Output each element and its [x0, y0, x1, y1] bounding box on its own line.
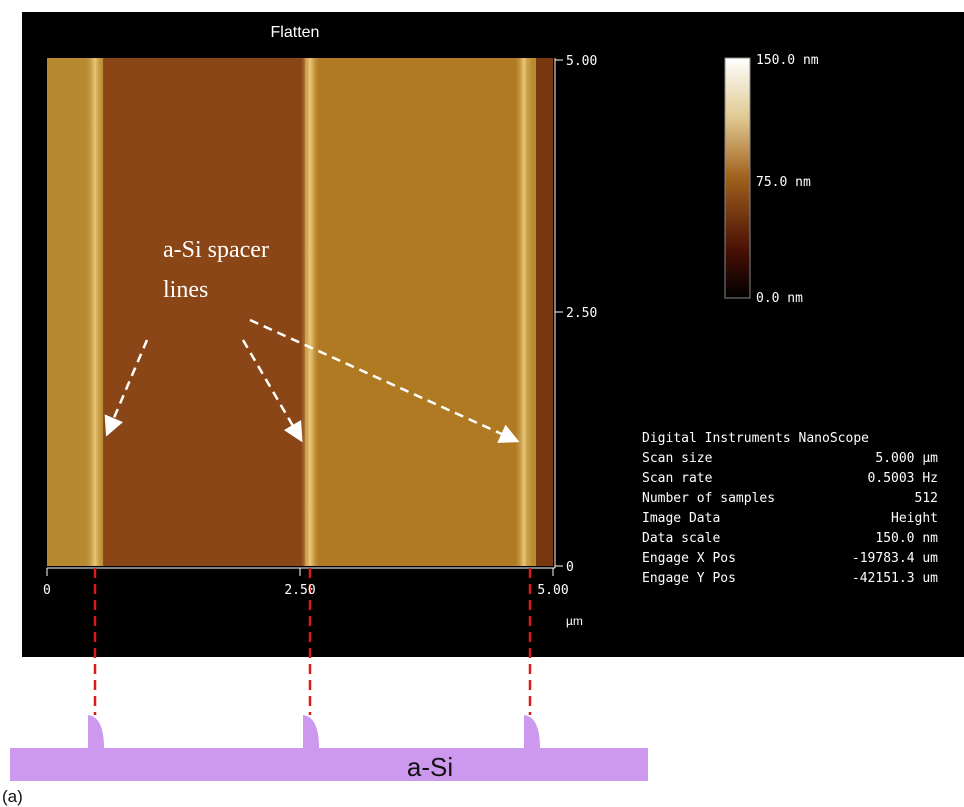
info-key: Number of samples	[642, 491, 775, 506]
info-value: 150.0 nm	[875, 531, 938, 546]
info-key: Data scale	[642, 531, 720, 546]
y-tick-label: 2.50	[566, 306, 597, 321]
info-value: Height	[891, 511, 938, 526]
info-key: Image Data	[642, 511, 720, 526]
annotation: lines	[163, 277, 208, 303]
colorbar-label: 0.0 nm	[756, 291, 803, 306]
x-tick-label: 2.50	[284, 583, 315, 598]
annotation: a-Si spacer	[163, 237, 269, 263]
page: {"figure":{"title":"Flatten", "x_axis":{…	[0, 0, 964, 807]
material-label: a-Si	[407, 752, 453, 782]
info-value: 0.5003 Hz	[868, 471, 938, 486]
colorbar-label: 75.0 nm	[756, 175, 811, 190]
info-key: Engage Y Pos	[642, 571, 736, 586]
figure: Flatten a-Si (a) 0 2.50 5.00 µm 5.00 2.50 0 150…	[0, 0, 964, 807]
info-key: Scan size	[642, 451, 713, 466]
info-value: 5.000 µm	[875, 451, 938, 466]
info-header: Digital Instruments NanoScope	[642, 431, 869, 446]
info-key: Scan rate	[642, 471, 713, 486]
x-tick-label: 5.00	[537, 583, 568, 598]
info-value: -19783.4 um	[852, 551, 938, 566]
x-unit: µm	[566, 614, 583, 628]
x-tick-label: 0	[43, 583, 51, 598]
image-title: Flatten	[271, 24, 320, 41]
y-tick-label: 5.00	[566, 54, 597, 69]
info-value: -42151.3 um	[852, 571, 938, 586]
info-key: Engage X Pos	[642, 551, 736, 566]
y-tick-label: 0	[566, 560, 574, 575]
colorbar-label: 150.0 nm	[756, 53, 819, 68]
substrate	[10, 715, 648, 781]
info-value: 512	[915, 491, 938, 506]
panel-label: (a)	[2, 787, 23, 806]
afm-image	[47, 58, 553, 566]
colorbar	[725, 58, 750, 298]
